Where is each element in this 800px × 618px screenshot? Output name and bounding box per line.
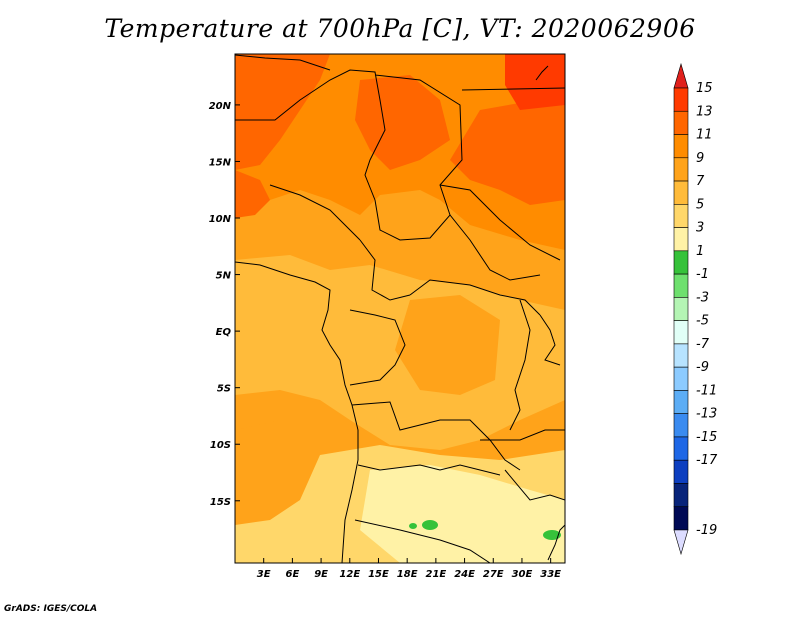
lat-tick-label: 15S	[210, 497, 231, 508]
colorbar-swatch	[673, 157, 689, 182]
colorbar-swatch	[673, 204, 689, 228]
lon-tick-label: 21E	[425, 569, 446, 580]
colorbar-label: 9	[696, 151, 704, 166]
colorbar-swatch	[673, 273, 689, 298]
colorbar-swatch	[673, 180, 689, 205]
lat-tick-label: 10N	[209, 214, 232, 225]
colorbar-label: 13	[696, 104, 713, 119]
colorbar-swatch	[673, 110, 689, 135]
lon-tick-label: 27E	[483, 569, 504, 580]
lat-tick-label: 10S	[210, 440, 231, 451]
coastlines-and-borders	[235, 54, 565, 563]
map-title: Temperature at 700hPa [C], VT: 202006290…	[104, 14, 696, 43]
colorbar-swatch	[673, 390, 689, 414]
temperature-field	[235, 54, 565, 563]
lon-tick-label: 24E	[454, 569, 475, 580]
colorbar-swatch	[673, 343, 689, 368]
lon-tick-label: 15E	[368, 569, 389, 580]
colorbar-label: 1	[696, 244, 704, 259]
colorbar-label: -11	[696, 383, 717, 398]
lon-tick-label: 6E	[285, 569, 299, 580]
colorbar-swatch	[673, 297, 689, 321]
lon-tick-label: 3E	[257, 569, 271, 580]
colorbar-swatch	[673, 459, 689, 484]
latitude-axis: 20N 15N 10N 5N EQ 5S 10S 15S	[209, 101, 240, 508]
colorbar-swatch	[673, 413, 689, 438]
colorbar-swatch	[673, 227, 689, 252]
colorbar-label: 5	[696, 197, 704, 212]
lat-tick-label: 5S	[217, 384, 231, 395]
colorbar-label: 15	[696, 81, 713, 96]
colorbar-label: 11	[696, 128, 713, 143]
colorbar-label: -9	[696, 360, 709, 375]
colorbar-label: 3	[696, 221, 704, 236]
lon-tick-label: 18E	[397, 569, 418, 580]
colorbar-swatch	[673, 320, 689, 345]
colorbar: 15 13 11 9 7 5 3 1 -1 -3 -5 -7 -9 -11 -13 -15 -17 -19	[673, 62, 718, 556]
lon-tick-label: 30E	[512, 569, 533, 580]
colorbar-swatch	[673, 483, 689, 508]
colorbar-label: -13	[696, 407, 717, 422]
colorbar-label: -17	[696, 453, 718, 468]
colorbar-bottom-arrow	[673, 529, 689, 556]
lon-tick-label: 9E	[314, 569, 328, 580]
colorbar-swatch	[673, 87, 689, 112]
colorbar-label: -3	[696, 290, 709, 305]
colorbar-label: -7	[696, 337, 710, 352]
grads-credit: GrADS: IGES/COLA	[4, 604, 98, 614]
colorbar-label: 7	[696, 174, 705, 189]
lat-tick-label: 5N	[216, 271, 232, 282]
colorbar-swatch	[673, 366, 689, 391]
colorbar-swatch	[673, 250, 689, 275]
map-frame	[234, 53, 566, 564]
lat-tick-label: 15N	[209, 157, 232, 168]
lon-tick-label: 12E	[339, 569, 360, 580]
lat-tick-label: EQ	[216, 327, 232, 338]
colorbar-label: -19	[696, 523, 717, 538]
longitude-axis: 3E 6E 9E 12E 15E 18E 21E 24E 27E 30E 33E	[257, 558, 561, 580]
colorbar-label: -1	[696, 267, 709, 282]
colorbar-top-arrow	[673, 62, 689, 89]
colorbar-swatch	[673, 506, 689, 531]
colorbar-label: -5	[696, 314, 709, 329]
colorbar-label: -15	[696, 430, 717, 445]
lat-tick-label: 20N	[209, 101, 232, 112]
colorbar-swatch	[673, 436, 689, 461]
lon-tick-label: 33E	[540, 569, 561, 580]
colorbar-swatch	[673, 134, 689, 159]
